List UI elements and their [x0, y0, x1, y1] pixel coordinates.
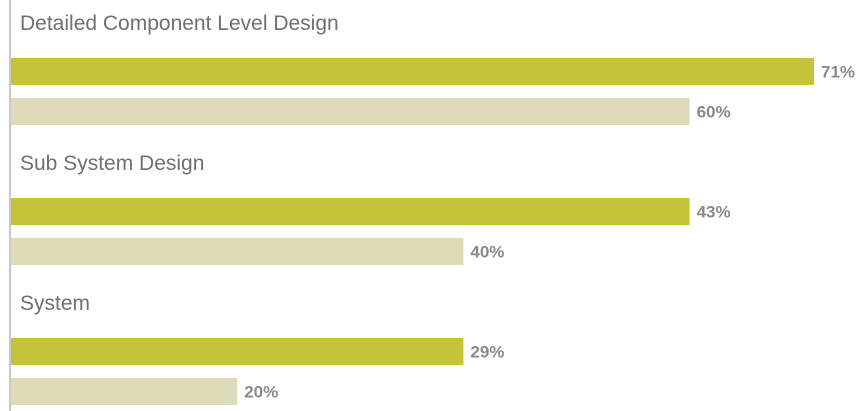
category-label: Detailed Component Level Design	[20, 12, 339, 35]
value-label: 71%	[821, 63, 855, 82]
value-label: 40%	[470, 243, 504, 262]
bar	[11, 98, 690, 125]
bar	[11, 238, 464, 265]
category-label: Sub System Design	[20, 152, 204, 175]
value-label: 20%	[244, 383, 278, 402]
bar	[11, 338, 464, 365]
value-label: 29%	[470, 343, 504, 362]
value-label: 43%	[697, 203, 731, 222]
bar	[11, 378, 238, 405]
bar	[11, 198, 690, 225]
bar	[11, 58, 814, 85]
category-label: System	[20, 292, 90, 315]
value-label: 60%	[697, 103, 731, 122]
